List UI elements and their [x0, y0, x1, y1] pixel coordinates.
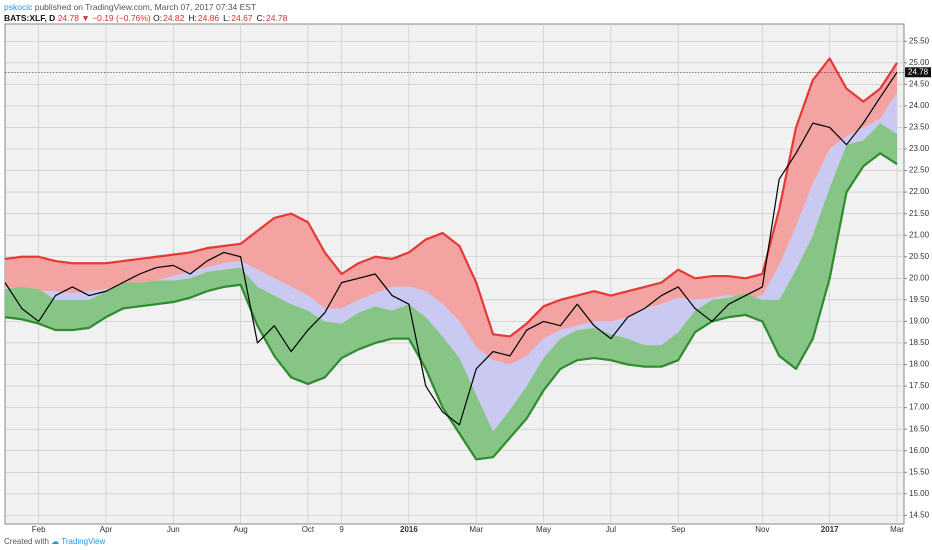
x-tick-label: Mar: [469, 525, 483, 534]
ohlc-value: 24.67: [231, 13, 253, 23]
y-tick-label: 25.50: [909, 36, 930, 45]
price-line: [4, 71, 898, 426]
y-tick-label: 19.00: [909, 317, 930, 326]
ohlc-label: H:: [188, 13, 197, 23]
footer-brand: ☁ TradingView: [51, 537, 106, 546]
y-tick-label: 16.00: [909, 446, 930, 455]
y-tick-label: 16.50: [909, 424, 930, 433]
last-price-box: [905, 67, 931, 78]
x-tick-label: Apr: [100, 525, 113, 534]
x-tick-label: Aug: [234, 525, 248, 534]
header-line-2: BATS:XLF, D 24.78 ▼ −0.19 (−0.76%) O:24.…: [4, 13, 291, 23]
last-price-label: 24.78: [908, 67, 929, 76]
x-tick-label: Oct: [302, 525, 315, 534]
x-tick-label: Jul: [606, 525, 616, 534]
down-arrow: ▼: [81, 13, 90, 23]
last: 24.78: [57, 13, 79, 23]
x-tick-label: May: [536, 525, 551, 534]
x-tick-label: 2016: [400, 525, 418, 534]
ohlc-value: 24.86: [197, 13, 220, 23]
ohlc-label: O:: [153, 13, 163, 23]
change: −0.19 (−0.76%): [92, 13, 151, 23]
x-tick-label: Mar: [890, 525, 904, 534]
ohlc-value: 24.82: [163, 13, 185, 23]
y-tick-label: 18.00: [909, 360, 930, 369]
y-tick-label: 23.50: [909, 123, 930, 132]
ohlc-label: L:: [223, 13, 231, 23]
x-tick-label: Jun: [167, 525, 180, 534]
symbol: BATS:XLF, D: [4, 13, 56, 23]
header-line-1: pskocic published on TradingView.com, Ma…: [4, 2, 256, 12]
y-tick-label: 15.00: [909, 489, 930, 498]
x-tick-label: Feb: [32, 525, 46, 534]
y-tick-label: 22.50: [909, 166, 930, 175]
ohlc-label: C:: [256, 13, 266, 23]
footer-prefix: Created with: [4, 537, 49, 546]
footer-brand-text: TradingView: [61, 537, 106, 546]
y-tick-label: 21.50: [909, 209, 930, 218]
y-tick-label: 20.50: [909, 252, 930, 261]
x-tick-label: 2017: [821, 525, 839, 534]
footer: Created with ☁ TradingView: [4, 537, 105, 546]
y-tick-label: 18.50: [909, 338, 930, 347]
x-tick-label: 9: [339, 525, 344, 534]
y-tick-label: 17.00: [909, 403, 930, 412]
y-tick-label: 24.00: [909, 101, 930, 110]
y-tick-label: 19.50: [909, 295, 930, 304]
x-tick-label: Sep: [671, 525, 686, 534]
y-tick-label: 14.50: [909, 510, 930, 519]
ohlc-value: 24.78: [266, 13, 288, 23]
y-tick-label: 25.00: [909, 58, 930, 67]
y-tick-label: 17.50: [909, 381, 930, 390]
y-tick-label: 24.50: [909, 79, 930, 88]
y-tick-label: 22.00: [909, 187, 930, 196]
y-tick-label: 15.50: [909, 467, 930, 476]
x-tick-label: Nov: [755, 525, 769, 534]
band-edge: [4, 152, 898, 461]
band-edge: [4, 57, 898, 338]
author: pskocic: [4, 2, 33, 12]
y-tick-label: 21.00: [909, 230, 930, 239]
y-tick-label: 20.00: [909, 273, 930, 282]
y-tick-label: 23.00: [909, 144, 930, 153]
ohlc: O:24.82 H:24.86 L:24.67 C:24.78: [153, 13, 291, 23]
band-fill: [5, 58, 897, 365]
band-fill: [5, 123, 897, 460]
published: published on TradingView.com, March 07, …: [34, 2, 257, 12]
